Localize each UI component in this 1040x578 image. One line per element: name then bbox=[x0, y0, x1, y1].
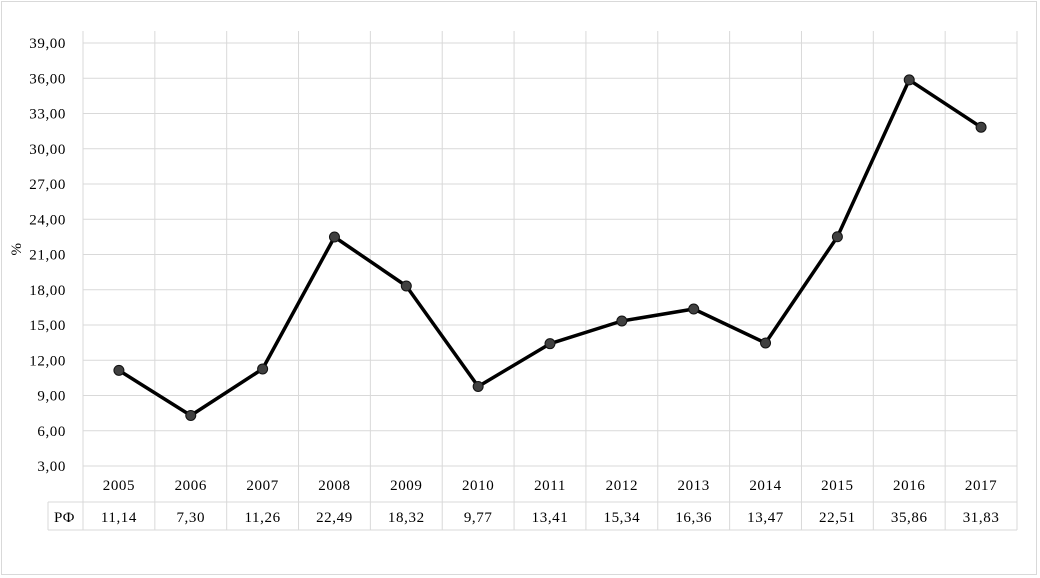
y-axis-label: % bbox=[9, 242, 25, 255]
data-table-value: 22,51 bbox=[819, 510, 856, 526]
x-tick-label: 2006 bbox=[175, 478, 207, 494]
x-tick-label: 2017 bbox=[965, 478, 997, 494]
x-tick-label: 2011 bbox=[534, 478, 566, 494]
data-table-value: 15,34 bbox=[603, 510, 640, 526]
y-tick-label: 18,00 bbox=[29, 283, 66, 299]
data-table-value: 16,36 bbox=[675, 510, 712, 526]
data-point bbox=[903, 74, 915, 86]
series-line bbox=[117, 78, 983, 418]
x-tick-label: 2010 bbox=[462, 478, 494, 494]
data-table: 2005 11,14 2006 7,30 2007 11,26 2008 22,49 2009 1… bbox=[47, 465, 1017, 531]
y-tick-label: 12,00 bbox=[29, 353, 66, 369]
y-tick-label: 15,00 bbox=[29, 318, 66, 334]
data-point bbox=[328, 231, 340, 243]
data-table-value: 31,83 bbox=[963, 510, 1000, 526]
data-point bbox=[616, 315, 628, 327]
y-axis-ticks: 3,00 6,00 9,00 12,00 15,00 18,00 21,00 24,00 27,… bbox=[29, 36, 66, 475]
y-tick-label: 27,00 bbox=[29, 177, 66, 193]
y-tick-label: 6,00 bbox=[37, 424, 66, 440]
y-tick-label: 9,00 bbox=[37, 389, 66, 405]
y-tick-label: 21,00 bbox=[29, 248, 66, 264]
y-tick-label: 39,00 bbox=[29, 36, 66, 52]
grid-lines bbox=[82, 31, 1018, 530]
x-tick-label: 2012 bbox=[606, 478, 638, 494]
series-layer bbox=[113, 74, 987, 421]
data-point bbox=[400, 280, 412, 292]
data-table-value: 11,26 bbox=[245, 510, 281, 526]
data-table-value: 35,86 bbox=[891, 510, 928, 526]
y-tick-label: 3,00 bbox=[37, 459, 66, 475]
data-point bbox=[975, 121, 987, 133]
data-table-value: 11,14 bbox=[101, 510, 137, 526]
x-tick-label: 2013 bbox=[677, 478, 709, 494]
data-point bbox=[688, 303, 700, 315]
x-tick-label: 2005 bbox=[103, 478, 135, 494]
data-point bbox=[831, 231, 843, 243]
data-table-value: 18,32 bbox=[388, 510, 425, 526]
data-point bbox=[544, 338, 556, 350]
series-name: РФ bbox=[54, 510, 75, 526]
data-point bbox=[257, 363, 269, 375]
data-table-value: 9,77 bbox=[464, 510, 493, 526]
data-point bbox=[185, 409, 197, 421]
y-tick-label: 24,00 bbox=[29, 212, 66, 228]
data-table-value: 22,49 bbox=[316, 510, 353, 526]
x-tick-label: 2009 bbox=[390, 478, 422, 494]
x-tick-label: 2015 bbox=[821, 478, 853, 494]
x-tick-label: 2008 bbox=[318, 478, 350, 494]
data-point bbox=[760, 337, 772, 349]
data-table-value: 7,30 bbox=[176, 510, 205, 526]
x-tick-label: 2016 bbox=[893, 478, 925, 494]
data-table-value: 13,41 bbox=[532, 510, 569, 526]
data-point bbox=[113, 364, 125, 376]
y-tick-label: 30,00 bbox=[29, 142, 66, 158]
x-tick-label: 2007 bbox=[246, 478, 278, 494]
data-point bbox=[472, 380, 484, 392]
y-tick-label: 36,00 bbox=[29, 71, 66, 87]
data-table-value: 13,47 bbox=[747, 510, 784, 526]
y-tick-label: 33,00 bbox=[29, 107, 66, 123]
x-tick-label: 2014 bbox=[749, 478, 781, 494]
